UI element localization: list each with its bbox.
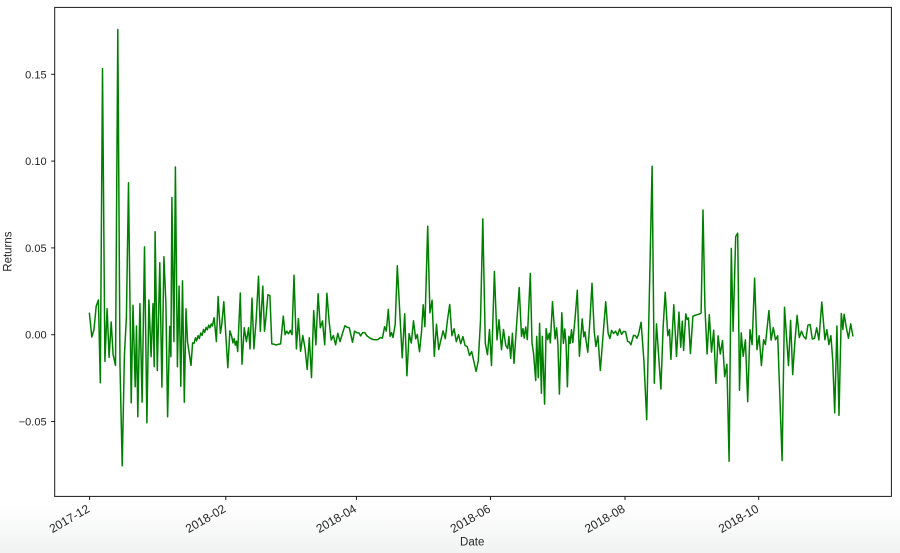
svg-text:0.15: 0.15	[25, 69, 46, 81]
svg-text:0.05: 0.05	[25, 243, 46, 255]
svg-text:−0.05: −0.05	[19, 417, 47, 429]
svg-text:Date: Date	[460, 536, 484, 548]
svg-text:0.10: 0.10	[25, 156, 46, 168]
svg-text:0.00: 0.00	[25, 330, 46, 342]
svg-text:Returns: Returns	[2, 231, 14, 272]
